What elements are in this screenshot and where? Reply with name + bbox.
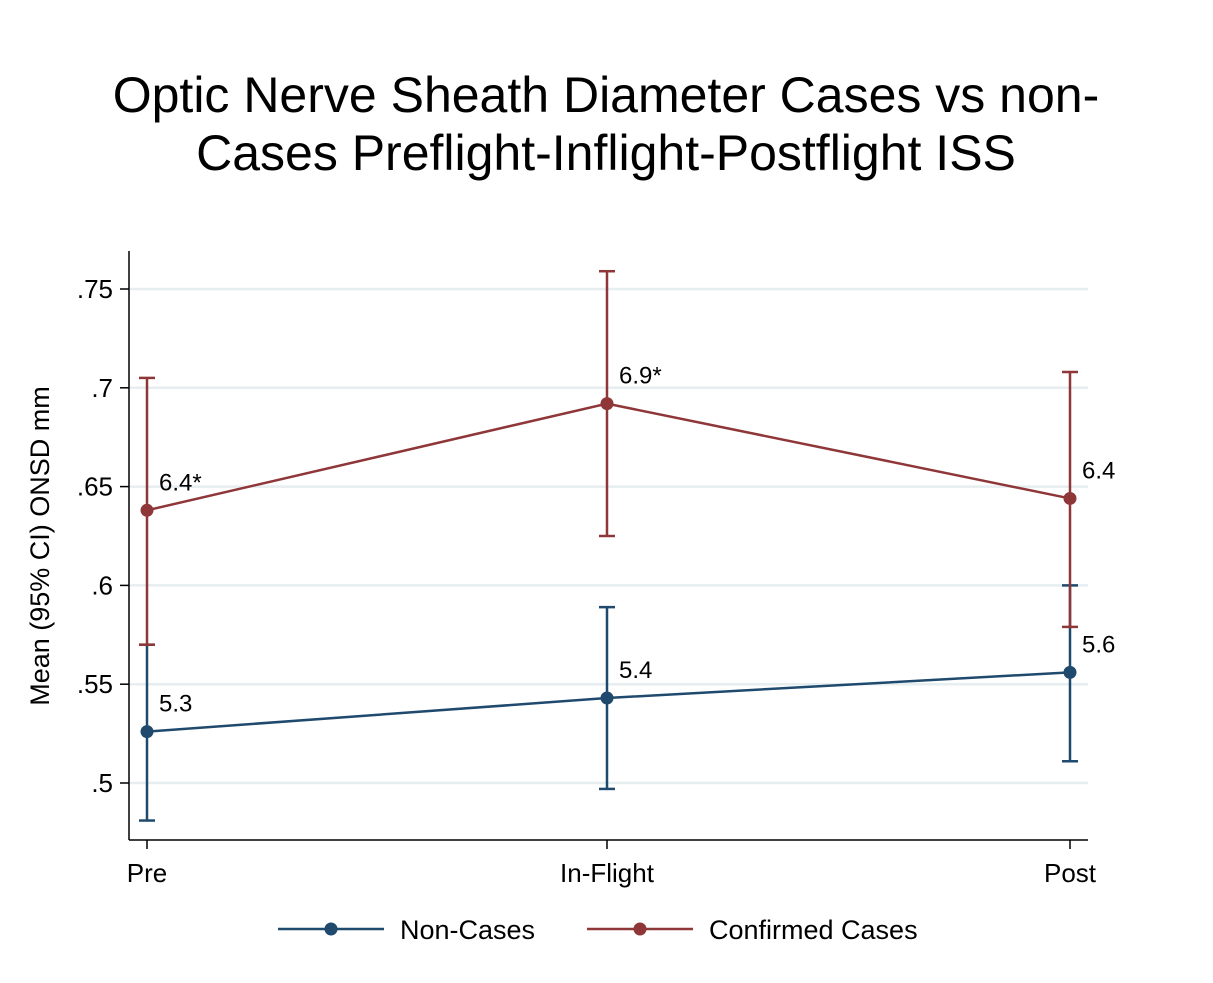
y-tick-label: .6 — [91, 570, 113, 600]
y-tick-label: .75 — [77, 274, 113, 304]
data-label: 6.9* — [619, 363, 662, 390]
data-point — [600, 397, 614, 411]
legend-item: Confirmed Cases — [587, 915, 918, 945]
data-label: 5.3 — [159, 691, 192, 718]
y-axis-ticks: .5 .55 .6 .65 .7 .75 — [77, 274, 129, 798]
legend: Non-Cases Confirmed Cases — [278, 915, 918, 945]
data-label: 6.4 — [1082, 457, 1115, 484]
data-label: 5.4 — [619, 657, 652, 684]
series-line — [146, 402, 1071, 512]
series-layer: 5.3 5.4 5.6 6.4* 6.9* 6.4 — [139, 269, 1115, 822]
x-tick-label: Pre — [127, 858, 167, 888]
series-confirmed-cases: 6.4* 6.9* 6.4 — [139, 269, 1115, 646]
data-point — [140, 503, 154, 517]
y-axis-title: Mean (95% CI) ONSD mm — [25, 386, 55, 706]
legend-swatch-marker — [324, 922, 338, 936]
x-axis-ticks: Pre In-Flight Post — [127, 840, 1097, 888]
x-tick-label: Post — [1044, 858, 1097, 888]
chart-title-line-2: Cases Preflight-Inflight-Postflight ISS — [196, 125, 1016, 181]
y-tick-label: .55 — [77, 669, 113, 699]
legend-label: Confirmed Cases — [709, 915, 918, 945]
y-tick-label: .7 — [91, 373, 113, 403]
data-point — [1063, 491, 1077, 505]
y-tick-label: .65 — [77, 472, 113, 502]
gridlines — [130, 287, 1088, 785]
x-tick-label: In-Flight — [560, 858, 655, 888]
legend-swatch-marker — [633, 922, 647, 936]
data-label: 5.6 — [1082, 631, 1115, 658]
y-tick-label: .5 — [91, 768, 113, 798]
data-point — [1063, 665, 1077, 679]
legend-item: Non-Cases — [278, 915, 535, 945]
data-point — [140, 725, 154, 739]
chart-title-line-1: Optic Nerve Sheath Diameter Cases vs non… — [113, 67, 1100, 123]
series-non-cases: 5.3 5.4 5.6 — [139, 584, 1115, 822]
data-point — [600, 691, 614, 705]
legend-label: Non-Cases — [400, 915, 535, 945]
data-label: 6.4* — [159, 469, 202, 496]
